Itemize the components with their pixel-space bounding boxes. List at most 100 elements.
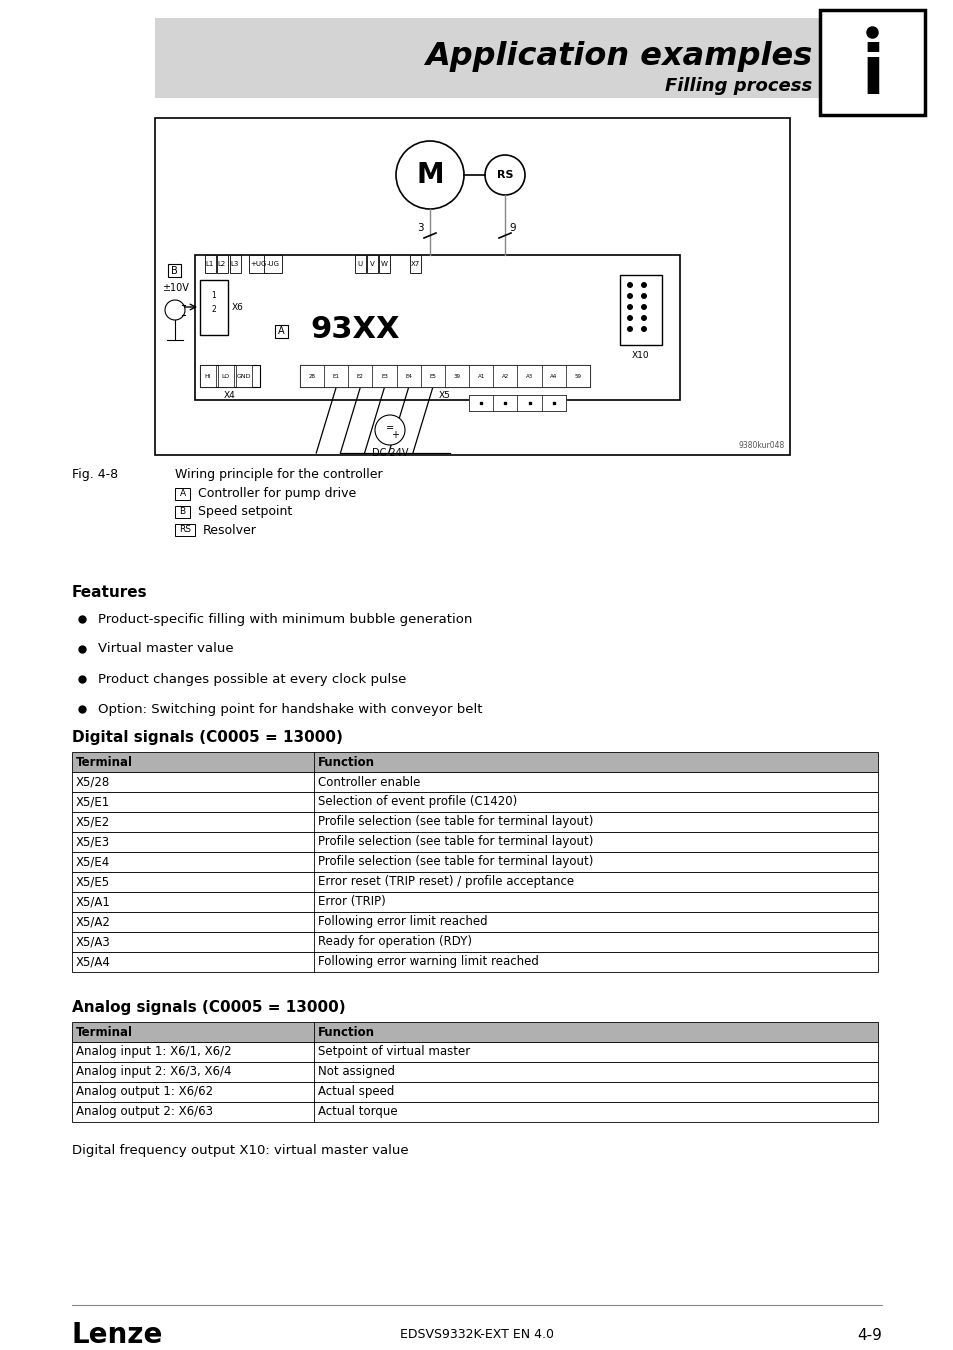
Bar — [71, 892, 877, 913]
Text: E1: E1 — [333, 374, 339, 378]
Text: A3: A3 — [525, 374, 533, 378]
Text: Application examples: Application examples — [424, 40, 811, 72]
Text: RS: RS — [179, 525, 191, 535]
Bar — [444, 364, 469, 387]
Bar — [71, 931, 877, 952]
Text: V: V — [369, 261, 374, 267]
Bar — [154, 18, 820, 99]
Text: Analog signals (C0005 = 13000): Analog signals (C0005 = 13000) — [71, 1000, 345, 1015]
Text: X5/E5: X5/E5 — [76, 876, 110, 888]
Bar — [71, 952, 877, 972]
Bar — [194, 255, 679, 400]
Text: B: B — [179, 508, 186, 517]
Text: Analog output 1: X6/62: Analog output 1: X6/62 — [76, 1085, 213, 1099]
Text: 3: 3 — [416, 223, 423, 234]
Bar — [820, 9, 924, 115]
Text: Digital frequency output X10: virtual master value: Digital frequency output X10: virtual ma… — [71, 1143, 408, 1157]
Bar — [517, 396, 541, 410]
Bar — [324, 364, 348, 387]
Text: DC 24V: DC 24V — [372, 448, 408, 458]
Text: -UG: -UG — [266, 261, 279, 267]
Text: M: M — [416, 161, 443, 189]
Text: GND: GND — [236, 374, 251, 378]
Text: Not assigned: Not assigned — [317, 1065, 395, 1079]
Text: Actual torque: Actual torque — [317, 1106, 397, 1119]
Text: 9380kur048: 9380kur048 — [738, 441, 784, 450]
Bar — [174, 524, 194, 536]
Circle shape — [626, 282, 633, 288]
Bar — [216, 255, 228, 273]
Circle shape — [395, 140, 463, 209]
Text: Error (TRIP): Error (TRIP) — [317, 895, 385, 909]
Text: Error reset (TRIP reset) / profile acceptance: Error reset (TRIP reset) / profile accep… — [317, 876, 574, 888]
Text: X5/E2: X5/E2 — [76, 815, 111, 829]
Bar — [420, 364, 444, 387]
Bar — [619, 275, 661, 346]
Text: X5/E1: X5/E1 — [76, 795, 111, 809]
Bar — [299, 364, 324, 387]
Bar — [154, 117, 789, 455]
Text: Filling process: Filling process — [664, 77, 811, 95]
Text: L2: L2 — [217, 261, 226, 267]
Circle shape — [640, 282, 646, 288]
Text: Profile selection (see table for terminal layout): Profile selection (see table for termina… — [317, 856, 593, 868]
Text: 59: 59 — [574, 374, 580, 378]
Text: X7: X7 — [410, 261, 419, 267]
Text: L3: L3 — [231, 261, 239, 267]
Bar — [200, 364, 215, 387]
Bar — [71, 752, 877, 772]
Text: Resolver: Resolver — [203, 524, 256, 536]
Bar — [71, 1022, 877, 1042]
Text: X10: X10 — [632, 351, 649, 359]
Bar — [469, 364, 493, 387]
Text: LO: LO — [222, 374, 230, 378]
Text: Controller for pump drive: Controller for pump drive — [198, 487, 355, 501]
Bar — [71, 1062, 877, 1081]
Text: Terminal: Terminal — [76, 1026, 132, 1038]
Bar — [274, 325, 288, 338]
Text: A: A — [179, 490, 186, 498]
Text: X5/E3: X5/E3 — [76, 836, 110, 849]
Text: L1: L1 — [206, 261, 214, 267]
Text: Product changes possible at every clock pulse: Product changes possible at every clock … — [98, 672, 406, 686]
Circle shape — [626, 325, 633, 332]
Bar — [71, 872, 877, 892]
Bar — [264, 255, 282, 273]
Bar — [230, 255, 241, 273]
Text: 93XX: 93XX — [310, 316, 399, 344]
Circle shape — [640, 304, 646, 310]
Text: E4: E4 — [405, 374, 412, 378]
Text: 4-9: 4-9 — [856, 1327, 882, 1342]
Text: X5/A3: X5/A3 — [76, 936, 111, 949]
Text: A2: A2 — [501, 374, 509, 378]
Text: Ready for operation (RDY): Ready for operation (RDY) — [317, 936, 472, 949]
Text: X5/28: X5/28 — [76, 775, 111, 788]
Text: Following error limit reached: Following error limit reached — [317, 915, 487, 929]
Bar — [469, 396, 565, 410]
Text: +: + — [391, 431, 398, 440]
Text: 2: 2 — [212, 305, 216, 315]
Bar — [71, 1042, 877, 1062]
Bar — [200, 364, 260, 387]
Text: Profile selection (see table for terminal layout): Profile selection (see table for termina… — [317, 836, 593, 849]
Circle shape — [626, 315, 633, 321]
Text: X6: X6 — [232, 302, 244, 312]
Circle shape — [165, 300, 185, 320]
Bar — [541, 364, 565, 387]
Text: Following error warning limit reached: Following error warning limit reached — [317, 956, 538, 968]
Text: Function: Function — [317, 756, 375, 768]
Bar — [396, 364, 420, 387]
Bar — [378, 255, 390, 273]
Text: ±10V: ±10V — [161, 284, 189, 293]
Text: A: A — [278, 327, 285, 336]
Bar — [71, 792, 877, 811]
Text: Product-specific filling with minimum bubble generation: Product-specific filling with minimum bu… — [98, 613, 472, 625]
Bar — [410, 255, 420, 273]
Text: Analog input 1: X6/1, X6/2: Analog input 1: X6/1, X6/2 — [76, 1045, 232, 1058]
Bar — [174, 506, 190, 518]
Bar — [249, 255, 267, 273]
Text: X5/A2: X5/A2 — [76, 915, 111, 929]
Bar — [348, 364, 372, 387]
Text: 39: 39 — [453, 374, 460, 378]
Text: i: i — [861, 42, 883, 108]
